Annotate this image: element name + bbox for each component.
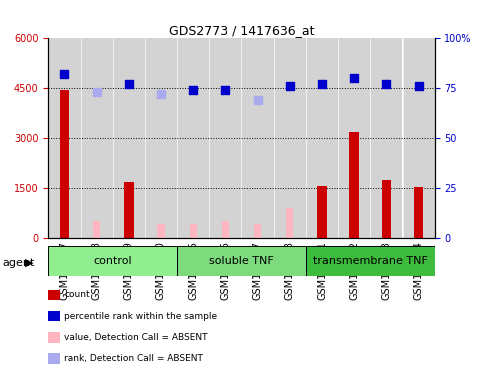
Point [157,91,165,98]
Point [254,97,261,103]
Point [383,81,390,88]
Bar [382,180,391,238]
Title: GDS2773 / 1417636_at: GDS2773 / 1417636_at [169,24,314,37]
Bar [338,38,370,238]
Bar [81,38,113,238]
Text: count: count [64,290,90,300]
Point [93,89,100,95]
Bar [349,132,359,238]
Bar [124,182,134,238]
Bar [157,224,165,238]
Bar [414,187,424,238]
Point [318,81,326,88]
Bar [190,224,197,238]
Point [125,81,133,88]
Bar [113,38,145,238]
Bar [222,221,229,238]
Bar [59,90,69,238]
Text: value, Detection Call = ABSENT: value, Detection Call = ABSENT [64,333,208,342]
Bar [370,38,402,238]
Bar [145,38,177,238]
Bar [402,38,435,238]
Bar [254,224,261,238]
Bar [286,208,293,238]
Point [286,83,294,89]
Bar [209,38,242,238]
Point [222,87,229,93]
Text: control: control [93,256,132,266]
Bar [48,38,81,238]
Bar [306,246,435,276]
Text: ▶: ▶ [25,258,34,268]
Bar [177,246,306,276]
Bar [177,38,209,238]
Bar [93,222,100,238]
Bar [274,38,306,238]
Point [350,75,358,81]
Text: agent: agent [2,258,35,268]
Bar [48,246,177,276]
Point [60,71,68,78]
Bar [242,38,274,238]
Bar [306,38,338,238]
Bar [317,186,327,238]
Text: rank, Detection Call = ABSENT: rank, Detection Call = ABSENT [64,354,203,363]
Text: soluble TNF: soluble TNF [209,256,274,266]
Text: percentile rank within the sample: percentile rank within the sample [64,311,217,321]
Point [189,87,197,93]
Point [415,83,423,89]
Text: transmembrane TNF: transmembrane TNF [313,256,428,266]
